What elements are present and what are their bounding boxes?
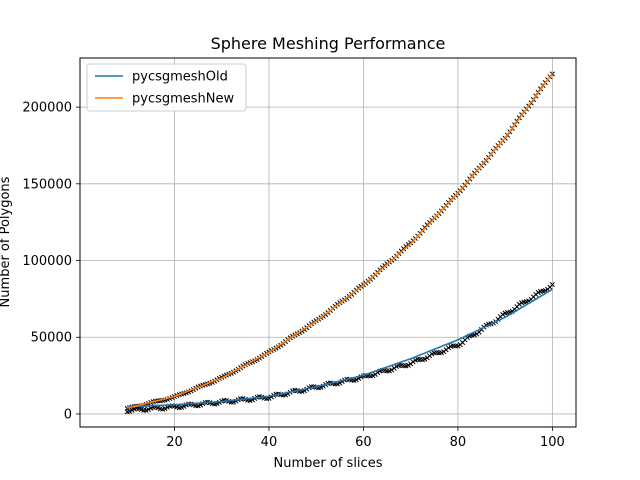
data-marker xyxy=(549,282,555,288)
data-marker xyxy=(405,362,411,368)
x-tick-label: 100 xyxy=(540,435,565,450)
x-axis-label: Number of slices xyxy=(274,456,383,471)
data-marker xyxy=(145,406,152,413)
data-marker xyxy=(422,356,428,362)
series-lines xyxy=(127,72,554,409)
x-tick-label: 60 xyxy=(355,435,372,450)
legend-box xyxy=(86,63,247,112)
x-tick-label: 20 xyxy=(166,435,183,450)
chart-title: Sphere Meshing Performance xyxy=(211,34,446,53)
x-tick-label: 40 xyxy=(261,435,278,450)
legend-label: pycsgmeshOld xyxy=(132,70,228,85)
y-tick-label: 0 xyxy=(64,407,72,422)
x-axis: 20 40 60 80 100 xyxy=(166,427,565,450)
series-line-pycsgmeshOld xyxy=(127,288,553,408)
y-tick-label: 50000 xyxy=(31,331,72,346)
plot-frame xyxy=(79,57,577,428)
legend-label: pycsgmeshNew xyxy=(132,92,235,107)
y-tick-label: 200000 xyxy=(22,101,72,116)
y-axis: 0 50000 100000 150000 200000 xyxy=(22,101,80,422)
data-marker xyxy=(353,377,359,383)
series-line-pycsgmeshNew xyxy=(127,72,554,409)
legend: pycsgmeshOld pycsgmeshNew xyxy=(86,63,247,112)
data-marker xyxy=(445,345,452,351)
data-marker xyxy=(500,311,506,317)
data-marker xyxy=(410,359,416,365)
grid xyxy=(80,58,576,427)
y-tick-label: 100000 xyxy=(22,254,72,269)
data-marker xyxy=(516,301,522,307)
y-tick-label: 150000 xyxy=(22,177,72,192)
y-axis-label: Number of Polygons xyxy=(0,176,13,307)
data-marker xyxy=(370,373,376,379)
x-tick-label: 80 xyxy=(450,435,467,450)
